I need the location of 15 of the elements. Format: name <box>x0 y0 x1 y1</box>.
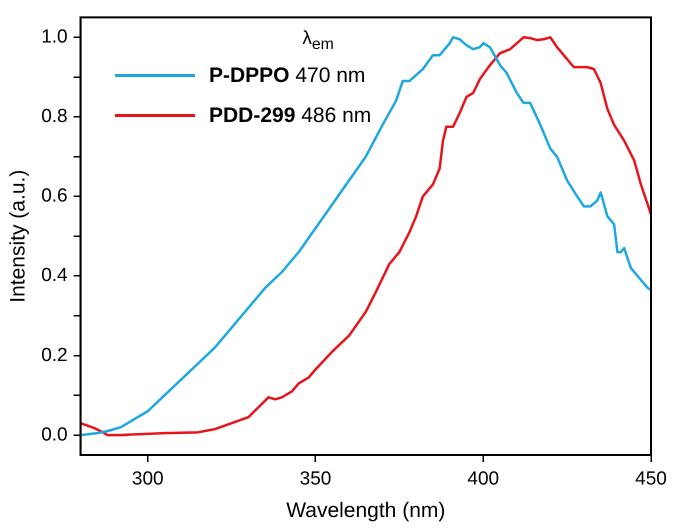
y-tick-label: 0.4 <box>41 265 68 286</box>
y-tick-label: 0.6 <box>41 186 68 207</box>
y-tick-label: 0.8 <box>41 106 68 128</box>
x-tick-label: 450 <box>635 468 667 490</box>
legend-title: λ$_{em}$ <box>301 28 335 54</box>
x-axis-title: Wavelength (nm) <box>286 499 446 522</box>
y-axis-title: Intensity (a.u.) <box>6 170 30 303</box>
y-tick-label: 1.0 <box>41 26 68 48</box>
y-tick-label: 0.0 <box>41 424 68 446</box>
x-tick-label: 400 <box>467 468 500 490</box>
legend-label: P-DPPO 470 nm <box>209 64 366 88</box>
x-tick-label: 350 <box>300 468 332 490</box>
y-tick-label: 0.2 <box>41 344 68 366</box>
x-tick-label: 300 <box>132 468 164 490</box>
legend-label: PDD-299 486 nm <box>209 104 372 128</box>
